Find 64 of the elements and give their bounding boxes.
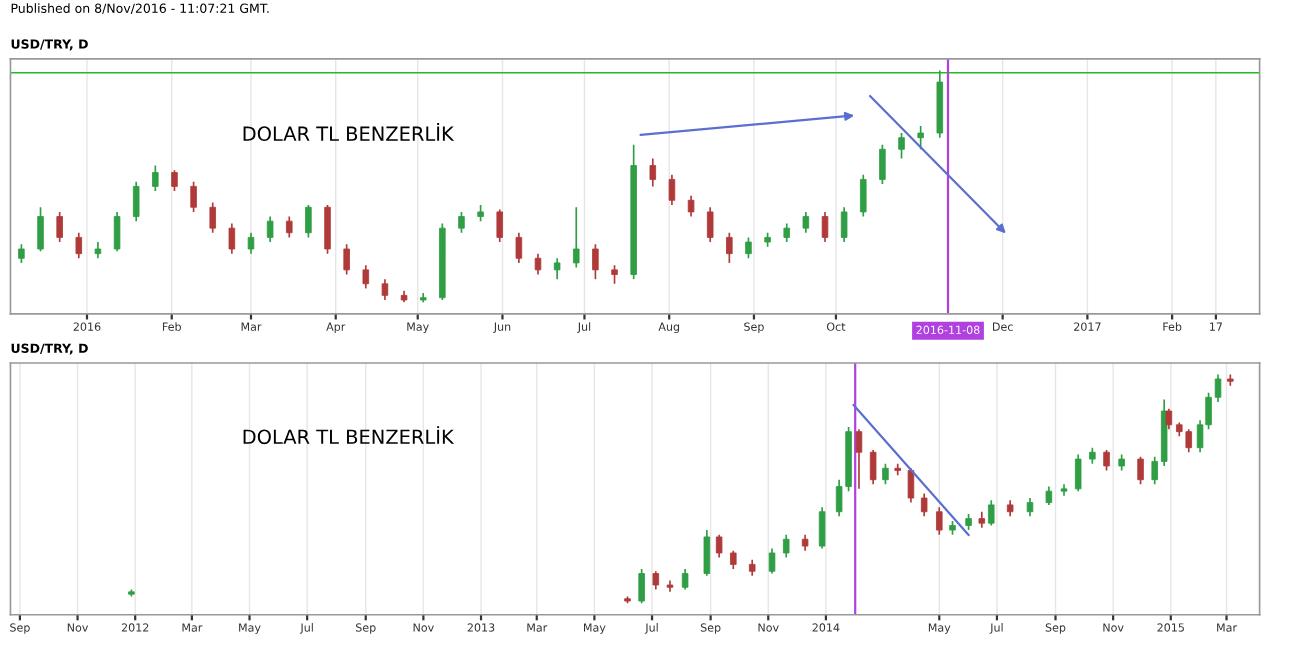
candlestick xyxy=(681,568,689,591)
candlestick xyxy=(920,492,928,518)
candlestick xyxy=(869,449,877,486)
candlestick xyxy=(745,236,752,260)
candlestick xyxy=(1165,407,1173,431)
candlestick xyxy=(1074,453,1082,492)
candlestick xyxy=(132,180,140,223)
candlestick xyxy=(768,547,776,575)
candlestick xyxy=(496,208,503,243)
candlestick xyxy=(75,231,83,260)
annotation: DOLAR TL BENZERLİK xyxy=(243,426,455,445)
candlestick xyxy=(362,264,370,290)
candlestick xyxy=(266,215,274,243)
candlestick xyxy=(802,211,810,234)
candlestick xyxy=(458,211,465,234)
candlestick xyxy=(171,169,178,192)
candlestick xyxy=(247,231,255,255)
candlestick xyxy=(228,222,236,255)
candlestick xyxy=(706,206,714,243)
candlestick xyxy=(381,278,389,301)
candlestick xyxy=(190,180,197,213)
candlestick xyxy=(668,173,676,206)
candlestick xyxy=(879,143,886,185)
candlestick xyxy=(553,257,561,280)
candlestick xyxy=(652,570,660,591)
candlestick xyxy=(898,132,905,160)
candlestick xyxy=(907,467,915,504)
candlestick xyxy=(649,157,657,188)
candlestick xyxy=(113,211,121,253)
candlestick xyxy=(687,194,695,218)
candlestick xyxy=(882,462,889,486)
candlestick xyxy=(1103,449,1110,472)
candlestick xyxy=(638,568,645,605)
candlestick xyxy=(534,252,542,276)
candlestick xyxy=(286,215,293,239)
candlestick xyxy=(782,533,790,559)
candlestick xyxy=(56,211,63,243)
candlestick xyxy=(152,164,159,192)
candlestick xyxy=(730,549,737,570)
candlestick xyxy=(818,506,826,550)
candlestick xyxy=(37,206,44,253)
candlestick xyxy=(821,211,829,243)
candlestick xyxy=(860,173,867,218)
candlestick xyxy=(936,506,943,536)
candlestick xyxy=(783,222,790,243)
candlestick xyxy=(611,264,618,285)
candlestick xyxy=(988,499,995,527)
candlestick xyxy=(305,204,312,239)
candlestick xyxy=(715,533,723,559)
candlestick xyxy=(855,428,863,490)
candlestick xyxy=(1045,485,1053,506)
candlestick xyxy=(18,243,25,264)
candlestick xyxy=(840,206,848,243)
candlestick xyxy=(1026,497,1034,518)
candlestick xyxy=(515,231,523,264)
annotation: DOLAR TL BENZERLİK xyxy=(243,123,455,142)
candlestick xyxy=(592,243,599,280)
candlestick xyxy=(573,206,580,269)
candlestick xyxy=(703,529,711,577)
candlestick xyxy=(324,204,331,255)
candlestick xyxy=(209,201,216,234)
candlestick xyxy=(726,231,733,264)
candlestick xyxy=(343,243,350,276)
candlestick xyxy=(1137,455,1144,486)
